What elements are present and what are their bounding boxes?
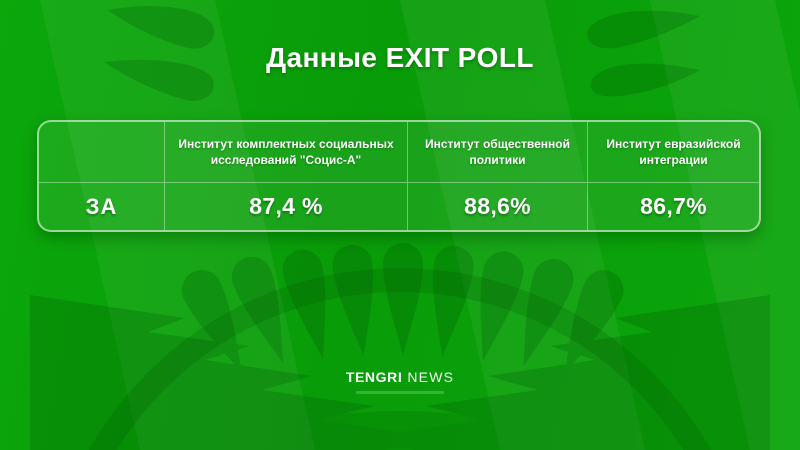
- brand-light: NEWS: [407, 369, 455, 385]
- results-table: Институт комплектных социальных исследов…: [37, 120, 761, 232]
- column-header-public-policy: Институт общественной политики: [407, 122, 587, 182]
- logo-underline: [356, 391, 444, 394]
- brand-wordmark: TENGRI NEWS: [0, 369, 800, 385]
- poll-value-socis-a: 87,4 %: [164, 182, 407, 230]
- corner-cell-empty: [39, 122, 164, 182]
- row-label-za: ЗА: [39, 182, 164, 230]
- poll-value-public-policy: 88,6%: [407, 182, 587, 230]
- poll-value-eurasian-integration: 86,7%: [587, 182, 759, 230]
- tengri-news-logo: TENGRI NEWS: [0, 369, 800, 394]
- brand-bold: TENGRI: [345, 369, 403, 385]
- column-header-eurasian-integration: Институт евразийской интеграции: [587, 122, 759, 182]
- page-title: Данные EXIT POLL: [266, 42, 534, 73]
- column-header-socis-a: Институт комплектных социальных исследов…: [164, 122, 407, 182]
